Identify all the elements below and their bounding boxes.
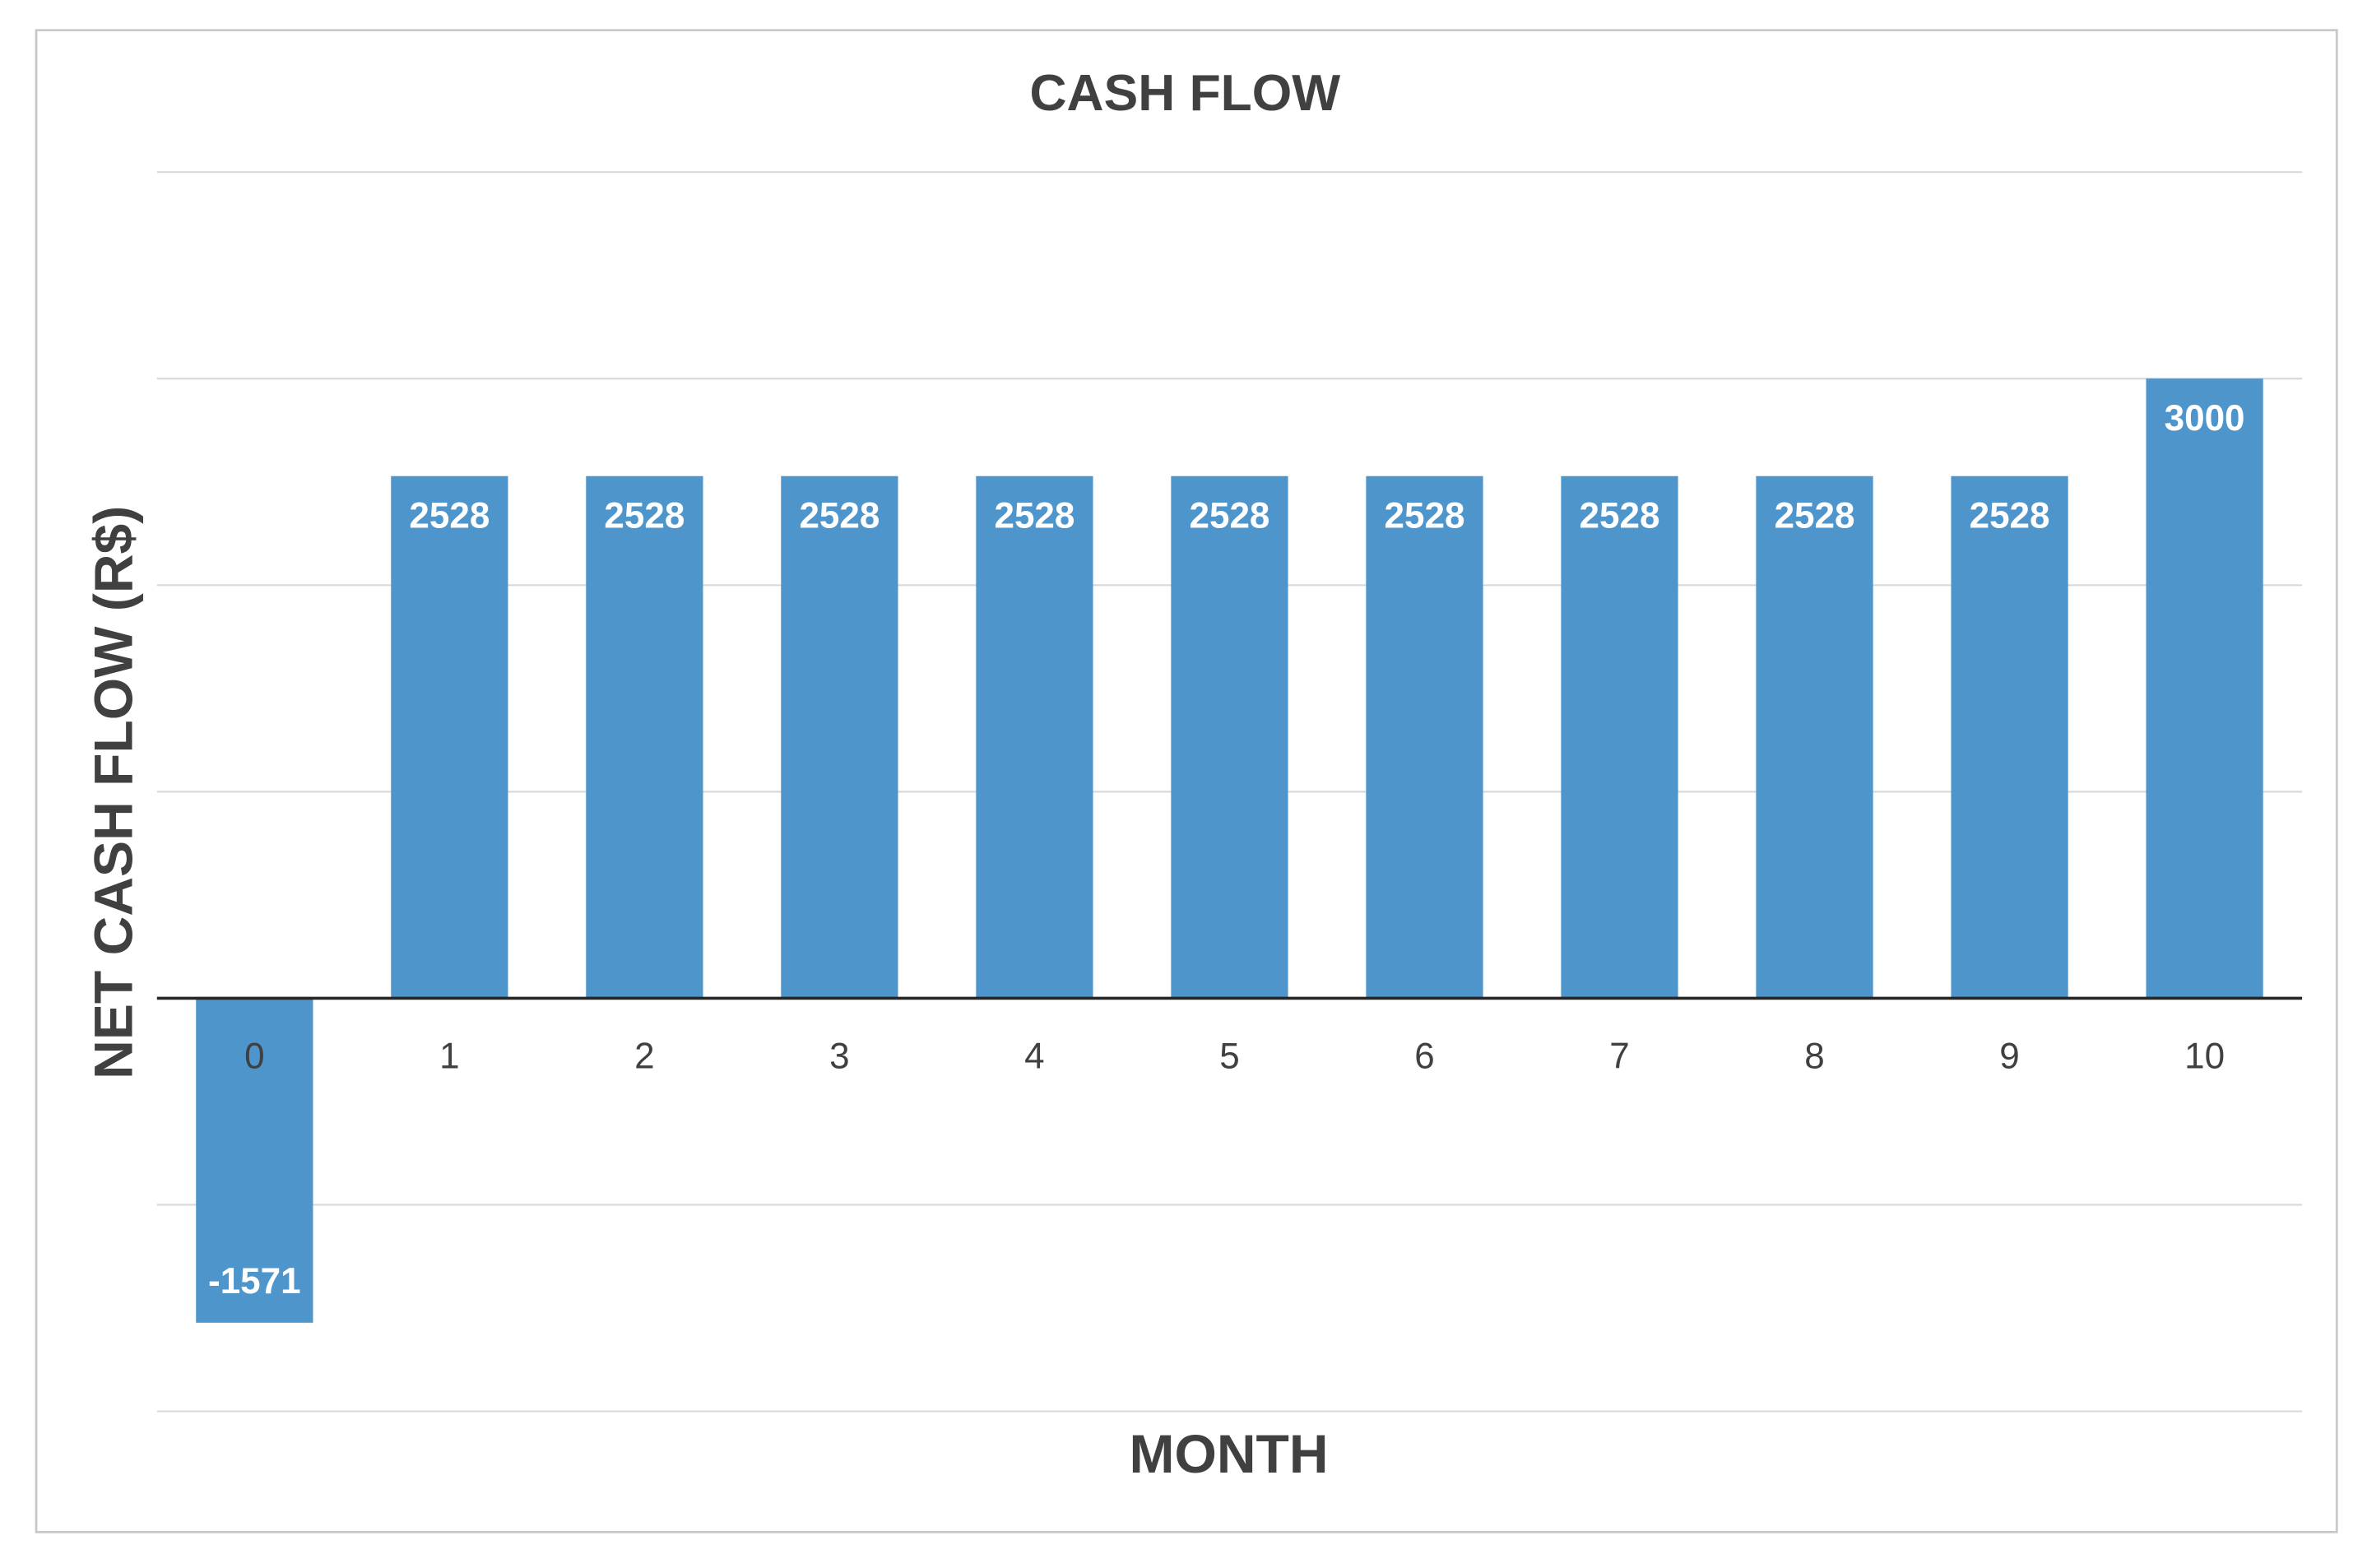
data-label: 2528 [409,496,490,536]
bar [1756,476,1873,999]
data-label: -1571 [208,1261,301,1301]
chart-title: CASH FLOW [1029,65,1340,122]
data-label: 2528 [1775,496,1855,536]
data-label: 2528 [1970,496,2050,536]
data-label: 2528 [604,496,685,536]
bar [976,476,1093,999]
data-label: 2528 [994,496,1074,536]
x-tick-label: 7 [1609,1036,1629,1076]
x-tick-label: 0 [244,1036,264,1076]
data-label: 2528 [799,496,880,536]
x-tick-label: 4 [1024,1036,1044,1076]
bar [586,476,703,999]
bar [1366,476,1483,999]
bar [1561,476,1678,999]
bar [391,476,508,999]
data-label: 3000 [2165,398,2245,438]
y-axis-title: NET CASH FLOW (R$) [83,506,144,1079]
x-tick-label: 1 [439,1036,459,1076]
bar [1951,476,2068,999]
bar [1171,476,1288,999]
x-axis-title: MONTH [1129,1423,1328,1484]
data-label: 2528 [1580,496,1660,536]
x-tick-label: 3 [829,1036,849,1076]
data-label: 2528 [1385,496,1465,536]
x-tick-label: 5 [1219,1036,1239,1076]
x-tick-label: 6 [1414,1036,1434,1076]
x-tick-label: 9 [1999,1036,2019,1076]
bar [781,476,898,999]
bar [196,998,313,1323]
x-tick-label: 8 [1804,1036,1824,1076]
x-tick-label: 10 [2184,1036,2225,1076]
bar [2146,378,2263,999]
data-label: 2528 [1190,496,1270,536]
x-tick-label: 2 [634,1036,654,1076]
